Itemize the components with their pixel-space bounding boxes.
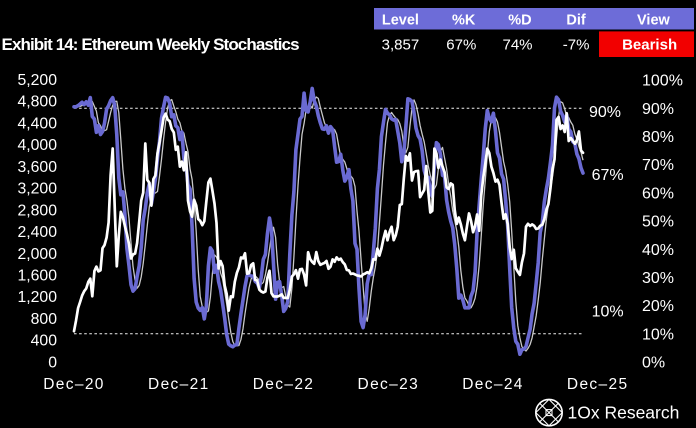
svg-text:3,200: 3,200 [17,181,57,198]
svg-text:4,400: 4,400 [17,115,57,132]
svg-text:67%: 67% [592,167,624,184]
svg-text:1Ox Research: 1Ox Research [568,403,680,423]
svg-text:5,200: 5,200 [17,72,57,89]
svg-text:Bearish: Bearish [622,36,677,53]
svg-text:1,200: 1,200 [17,289,57,306]
svg-text:View: View [637,12,671,28]
svg-text:40%: 40% [642,242,674,259]
svg-text:100%: 100% [642,73,683,90]
svg-text:67%: 67% [446,36,476,53]
svg-text:Dec–25: Dec–25 [567,376,629,393]
svg-text:3,600: 3,600 [17,159,57,176]
svg-text:Dec–21: Dec–21 [148,376,210,393]
svg-text:Dif: Dif [566,12,586,28]
svg-text:400: 400 [31,333,58,350]
svg-text:800: 800 [31,311,58,328]
svg-text:4,800: 4,800 [17,94,57,111]
svg-text:74%: 74% [502,36,532,53]
svg-text:Exhibit 14: Ethereum Weekly St: Exhibit 14: Ethereum Weekly Stochastics [2,35,300,54]
svg-text:90%: 90% [642,101,674,118]
svg-text:10%: 10% [592,303,624,320]
svg-text:Dec–24: Dec–24 [462,376,524,393]
svg-text:Dec–23: Dec–23 [358,376,420,393]
svg-text:%D: %D [508,12,531,28]
svg-text:Level: Level [382,12,419,28]
svg-text:1,600: 1,600 [17,268,57,285]
svg-text:10%: 10% [642,326,674,343]
svg-text:3,857: 3,857 [382,36,420,53]
svg-text:80%: 80% [642,129,674,146]
svg-text:90%: 90% [589,104,621,121]
svg-text:0: 0 [48,354,57,371]
svg-text:2,000: 2,000 [17,246,57,263]
svg-text:2,800: 2,800 [17,202,57,219]
svg-text:20%: 20% [642,298,674,315]
svg-text:70%: 70% [642,157,674,174]
svg-text:2,400: 2,400 [17,224,57,241]
svg-text:30%: 30% [642,270,674,287]
svg-text:-7%: -7% [563,36,590,53]
svg-text:50%: 50% [642,214,674,231]
svg-text:0%: 0% [642,355,665,372]
svg-text:%K: %K [452,12,476,28]
svg-text:60%: 60% [642,185,674,202]
svg-text:Dec–20: Dec–20 [43,376,105,393]
svg-text:Dec–22: Dec–22 [253,376,315,393]
svg-text:4,000: 4,000 [17,137,57,154]
